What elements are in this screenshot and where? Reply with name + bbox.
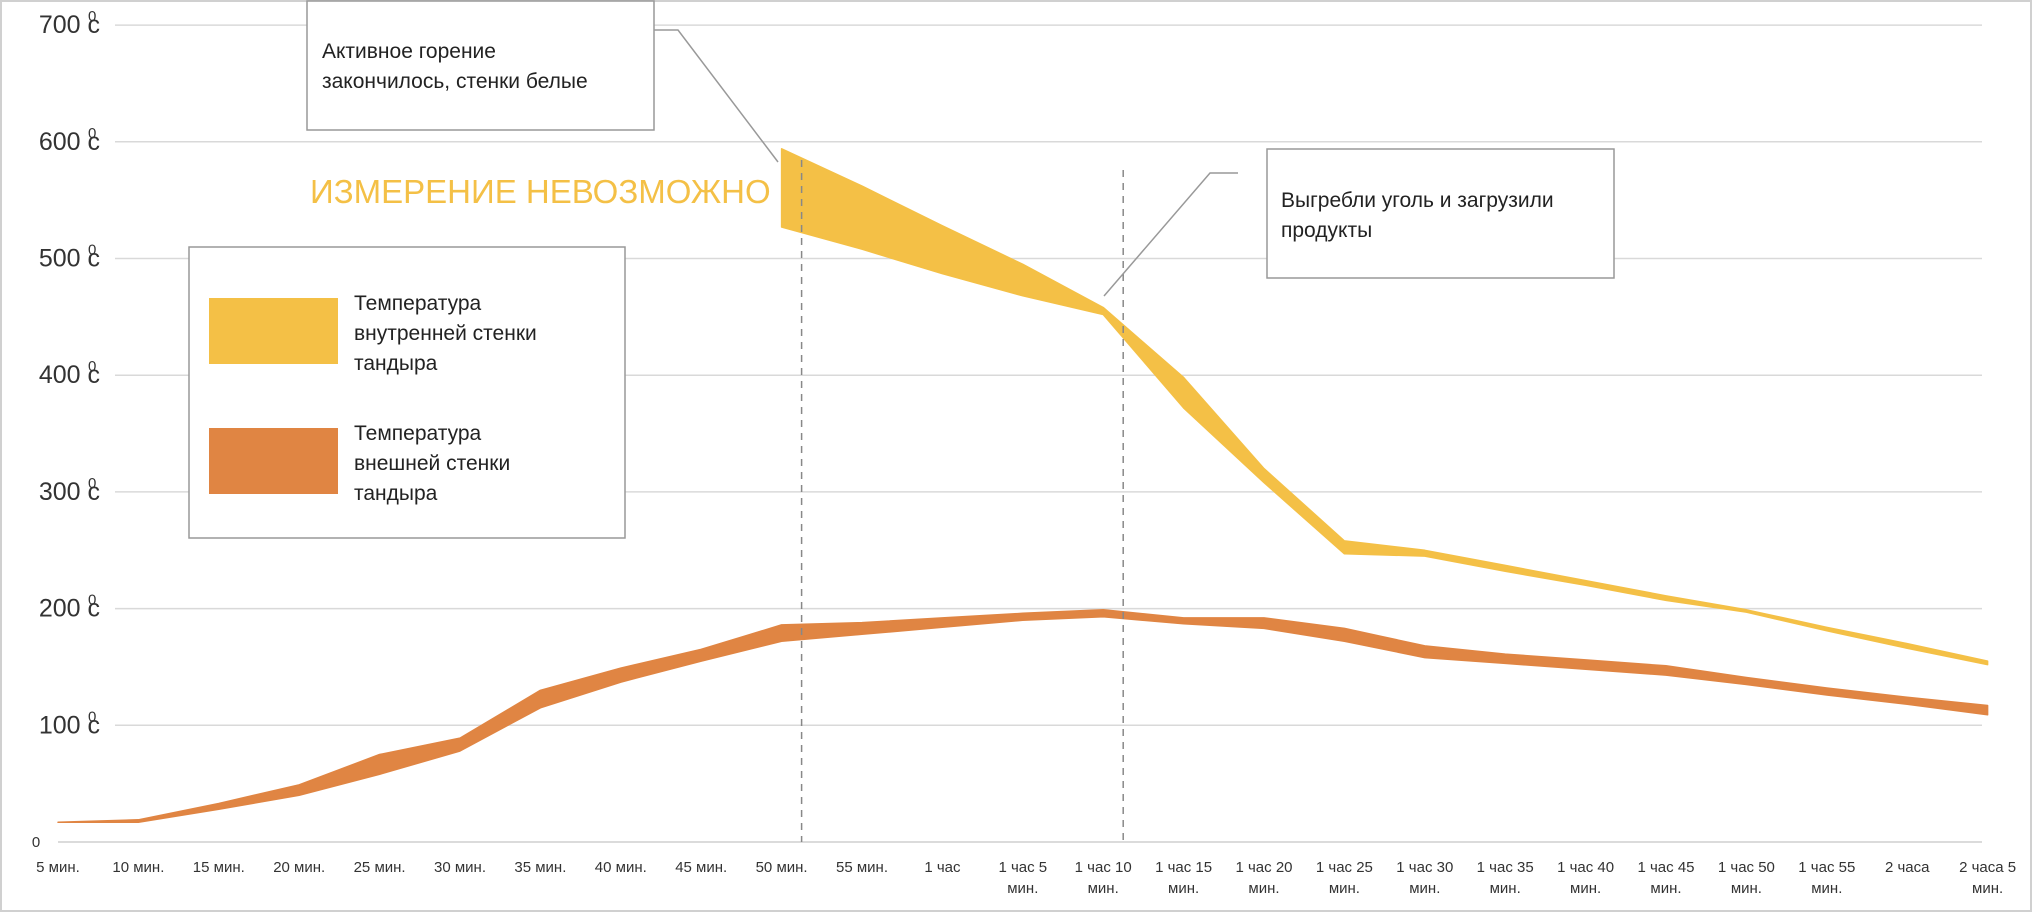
y-tick-sup-700: 0 xyxy=(88,8,96,25)
x-tick-label-5: 30 мин. xyxy=(434,859,486,876)
callout-2-line-1: продукты xyxy=(1281,219,1372,242)
series-band-0 xyxy=(780,148,1989,666)
x-tick-label-8: 45 мин. xyxy=(675,859,727,876)
x-tick-label-9: 50 мин. xyxy=(756,859,808,876)
legend-label-0-2: тандыра xyxy=(354,352,438,375)
x-tick-label-16-b: мин. xyxy=(1329,880,1360,897)
legend-swatch-0 xyxy=(209,298,338,364)
x-tick-label-11: 1 час xyxy=(924,859,961,876)
x-tick-label-17: 1 час 30 xyxy=(1396,859,1453,876)
y-tick-label-400: 400 с xyxy=(39,361,100,389)
x-tick-label-12-b: мин. xyxy=(1007,880,1038,897)
x-tick-label-16: 1 час 25 xyxy=(1316,859,1373,876)
callout-box-1 xyxy=(306,0,655,131)
y-tick-label-600: 600 с xyxy=(39,128,100,156)
x-tick-label-2: 15 мин. xyxy=(193,859,245,876)
y-tick-label-500: 500 с xyxy=(39,245,100,273)
y-tick-label-0: 0 xyxy=(32,834,40,851)
x-tick-label-14-b: мин. xyxy=(1168,880,1199,897)
legend-label-0-1: внутренней стенки xyxy=(354,322,537,345)
y-tick-label-700: 700 с xyxy=(39,11,100,39)
legend-label-1-0: Температура xyxy=(354,422,482,445)
callout-box-2 xyxy=(1266,148,1615,279)
x-tick-label-24-b: мин. xyxy=(1972,880,2003,897)
x-tick-label-20-b: мин. xyxy=(1650,880,1681,897)
x-tick-label-13-b: мин. xyxy=(1088,880,1119,897)
x-tick-label-1: 10 мин. xyxy=(112,859,164,876)
x-tick-label-7: 40 мин. xyxy=(595,859,647,876)
series-band-1 xyxy=(57,609,1989,823)
callout-1-line-1: закончилось, стенки белые xyxy=(322,70,588,93)
x-tick-label-21: 1 час 50 xyxy=(1718,859,1775,876)
callout-1-line-0: Активное горение xyxy=(322,40,496,63)
x-tick-label-13: 1 час 10 xyxy=(1075,859,1132,876)
x-tick-label-17-b: мин. xyxy=(1409,880,1440,897)
x-tick-label-10: 55 мин. xyxy=(836,859,888,876)
y-tick-label-200: 200 с xyxy=(39,595,100,623)
x-tick-label-4: 25 мин. xyxy=(354,859,406,876)
x-tick-label-0: 5 мин. xyxy=(36,859,80,876)
y-tick-sup-500: 0 xyxy=(88,242,96,259)
y-tick-sup-200: 0 xyxy=(88,592,96,609)
legend-swatch-1 xyxy=(209,428,338,494)
y-tick-sup-600: 0 xyxy=(88,125,96,142)
x-tick-label-21-b: мин. xyxy=(1731,880,1762,897)
y-tick-label-300: 300 с xyxy=(39,478,100,506)
x-tick-label-15-b: мин. xyxy=(1248,880,1279,897)
legend-label-1-2: тандыра xyxy=(354,482,438,505)
callout-leader-2 xyxy=(1103,172,1238,297)
x-tick-label-22: 1 час 55 xyxy=(1798,859,1855,876)
x-tick-label-22-b: мин. xyxy=(1811,880,1842,897)
measurement-impossible-label: ИЗМЕРЕНИЕ НЕВОЗМОЖНО xyxy=(310,173,771,210)
x-tick-label-19-b: мин. xyxy=(1570,880,1601,897)
x-tick-label-18-b: мин. xyxy=(1490,880,1521,897)
x-tick-label-12: 1 час 5 xyxy=(998,859,1047,876)
x-tick-label-6: 35 мин. xyxy=(514,859,566,876)
callout-2-line-0: Выгребли уголь и загрузили xyxy=(1281,189,1554,212)
x-tick-label-20: 1 час 45 xyxy=(1637,859,1694,876)
x-tick-label-18: 1 час 35 xyxy=(1477,859,1534,876)
y-tick-sup-100: 0 xyxy=(88,708,96,725)
legend-label-1-1: внешней стенки xyxy=(354,452,510,475)
x-tick-label-15: 1 час 20 xyxy=(1235,859,1292,876)
y-tick-sup-400: 0 xyxy=(88,358,96,375)
x-tick-label-19: 1 час 40 xyxy=(1557,859,1614,876)
x-tick-label-24: 2 часа 5 xyxy=(1959,859,2016,876)
legend-label-0-0: Температура xyxy=(354,292,482,315)
y-tick-sup-300: 0 xyxy=(88,475,96,492)
x-tick-label-23: 2 часа xyxy=(1885,859,1930,876)
x-tick-label-14: 1 час 15 xyxy=(1155,859,1212,876)
callout-leader-1 xyxy=(654,29,779,163)
y-tick-label-100: 100 с xyxy=(39,711,100,739)
x-tick-label-3: 20 мин. xyxy=(273,859,325,876)
